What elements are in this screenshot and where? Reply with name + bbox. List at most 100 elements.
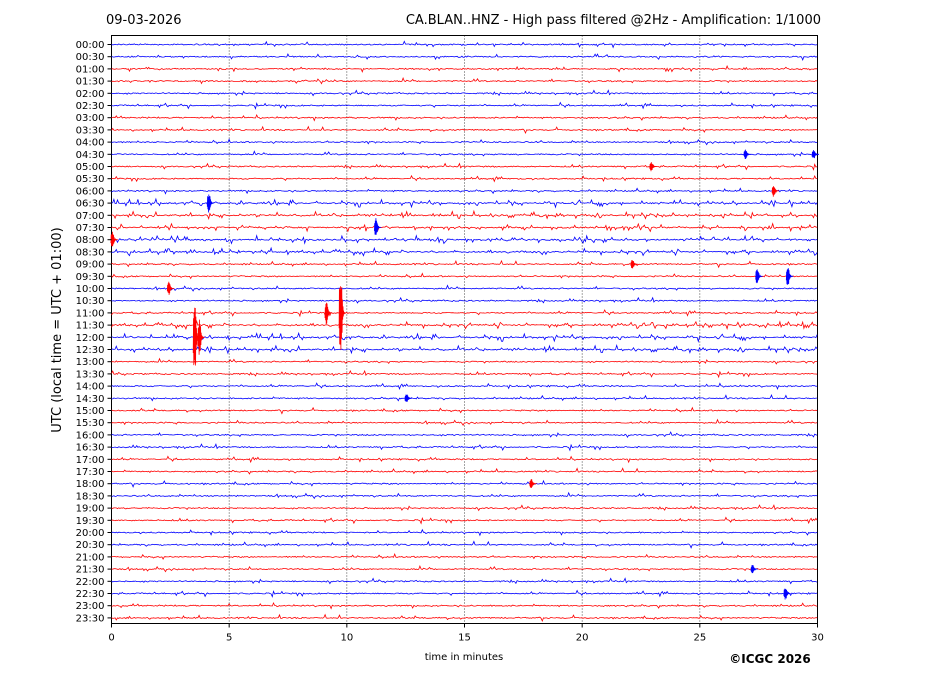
y-tick-label: 14:00 [76, 382, 105, 393]
trace-line [111, 150, 818, 158]
trace-line [111, 528, 818, 537]
y-tick-label: 22:30 [76, 589, 105, 600]
seismic-event [166, 281, 175, 295]
x-tick-labels: 0 5 10 15 20 25 30 [108, 623, 824, 644]
seismic-event [783, 588, 791, 600]
trace-line [111, 443, 818, 452]
y-tick-label: 07:30 [76, 223, 105, 234]
trace-line [111, 369, 818, 379]
trace-line [111, 455, 818, 464]
seismic-event [529, 479, 537, 488]
y-tick-label: 07:00 [76, 211, 105, 222]
trace-line [111, 162, 818, 171]
y-tick-label: 08:00 [76, 235, 105, 246]
seismic-event [785, 268, 794, 285]
trace-line [111, 40, 818, 49]
y-tick-label: 20:30 [76, 540, 105, 551]
seismic-event [324, 302, 332, 325]
trace-line [111, 613, 818, 623]
y-tick-label: 23:30 [76, 613, 105, 624]
y-tick-label: 23:00 [76, 601, 105, 612]
seismic-event [771, 186, 779, 197]
trace-line [111, 209, 818, 221]
x-tick-label: 0 [108, 633, 114, 644]
copyright-label: ©ICGC 2026 [729, 652, 811, 666]
y-tick-label: 03:30 [76, 125, 105, 136]
trace-line [111, 331, 818, 343]
y-tick-label: 09:30 [76, 272, 105, 283]
y-tick-label: 14:30 [76, 394, 105, 405]
trace-line [111, 418, 818, 426]
x-tick-label: 30 [811, 633, 824, 644]
chart-title: CA.BLAN..HNZ - High pass filtered @2Hz -… [406, 13, 821, 28]
y-tick-label: 22:00 [76, 577, 105, 588]
y-tick-label: 02:00 [76, 89, 105, 100]
seismic-event [338, 286, 346, 350]
seismic-event [743, 149, 751, 160]
y-tick-label: 04:30 [76, 150, 105, 161]
seismic-event [197, 319, 205, 355]
y-tick-label: 18:30 [76, 491, 105, 502]
x-tick-label: 20 [576, 633, 589, 644]
seismic-events [110, 149, 819, 600]
x-tick-label: 5 [226, 633, 232, 644]
trace-line [111, 406, 818, 415]
y-axis-title: UTC (local time = UTC + 01:00) [50, 227, 65, 432]
x-tick-label: 15 [458, 633, 471, 644]
x-tick-label: 25 [693, 633, 706, 644]
chart-date: 09-03-2026 [106, 13, 182, 28]
trace-line [111, 187, 818, 195]
y-tick-label: 13:30 [76, 369, 105, 380]
trace-line [111, 491, 818, 500]
trace-line [111, 284, 818, 292]
y-tick-label: 16:00 [76, 430, 105, 441]
y-tick-label: 01:30 [76, 77, 105, 88]
y-tick-label: 12:30 [76, 345, 105, 356]
trace-line [111, 101, 818, 110]
y-tick-label: 05:30 [76, 174, 105, 185]
trace-line [111, 320, 818, 330]
trace-line [111, 602, 818, 610]
trace-line [111, 296, 818, 304]
y-tick-label: 00:30 [76, 52, 105, 63]
trace-line [111, 174, 818, 183]
y-tick-label: 09:00 [76, 260, 105, 271]
trace-line [111, 516, 818, 525]
trace-lines [111, 40, 818, 623]
x-tick-label: 10 [340, 633, 353, 644]
y-tick-label: 04:00 [76, 138, 105, 149]
seismic-event [404, 394, 412, 402]
grid-lines [228, 35, 701, 624]
y-tick-label: 11:30 [76, 321, 105, 332]
trace-line [111, 394, 818, 402]
trace-line [111, 114, 818, 122]
trace-line [111, 504, 818, 512]
y-tick-label: 19:00 [76, 504, 105, 515]
trace-line [111, 272, 818, 280]
y-tick-label: 08:30 [76, 247, 105, 258]
trace-line [111, 565, 818, 573]
trace-line [111, 77, 818, 85]
trace-line [111, 138, 818, 146]
y-tick-label: 02:30 [76, 101, 105, 112]
x-axis-title: time in minutes [425, 652, 504, 663]
y-tick-label: 16:30 [76, 443, 105, 454]
trace-line [111, 53, 818, 61]
y-tick-label: 20:00 [76, 528, 105, 539]
trace-line [111, 589, 818, 598]
y-tick-label: 10:30 [76, 296, 105, 307]
trace-line [111, 259, 818, 269]
y-tick-label: 03:00 [76, 113, 105, 124]
trace-line [111, 431, 818, 439]
seismic-event [811, 150, 819, 159]
trace-line [111, 197, 818, 209]
y-tick-label: 19:30 [76, 516, 105, 527]
y-tick-label: 01:00 [76, 64, 105, 75]
seismic-event [750, 565, 758, 574]
seismic-event [755, 269, 763, 284]
trace-line [111, 222, 818, 233]
trace-line [111, 357, 818, 365]
y-tick-label: 06:30 [76, 199, 105, 210]
y-tick-label: 00:00 [76, 40, 105, 51]
